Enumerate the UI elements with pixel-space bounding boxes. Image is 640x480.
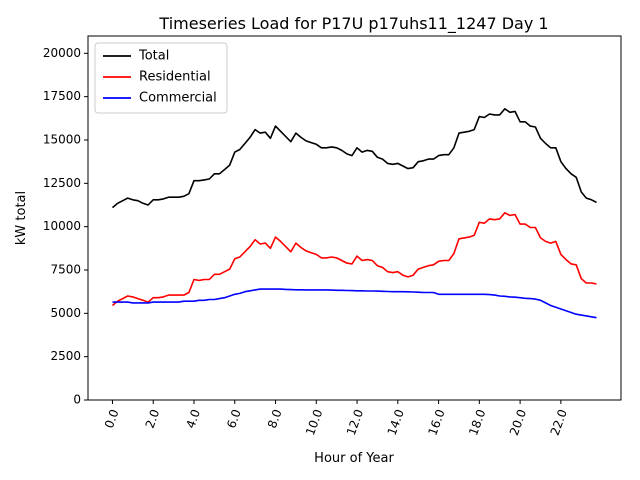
chart-title: Timeseries Load for P17U p17uhs11_1247 D…	[158, 14, 548, 34]
legend-label-commercial: Commercial	[139, 91, 217, 106]
y-tick-label: 17500	[43, 89, 81, 103]
x-tick-label: 0.0	[102, 407, 122, 430]
y-tick-label: 20000	[43, 46, 81, 60]
y-tick-label: 12500	[43, 176, 81, 190]
y-tick-label: 15000	[43, 133, 81, 147]
x-tick-label: 4.0	[183, 407, 203, 430]
x-tick-label: 20.0	[507, 407, 529, 437]
y-axis: 0 2500 5000 7500 10000 12500 15000 17500 20000	[43, 46, 88, 407]
x-tick-label: 22.0	[548, 407, 570, 437]
x-tick-label: 14.0	[385, 407, 407, 437]
x-tick-label: 6.0	[224, 407, 244, 430]
series-line-commercial	[112, 288, 597, 319]
series-line-total	[111, 108, 597, 209]
x-tick-label: 12.0	[344, 407, 366, 437]
y-axis-label: kW total	[14, 191, 29, 245]
x-tick-label: 10.0	[303, 407, 325, 437]
y-tick-label: 7500	[50, 263, 81, 277]
x-axis: 0.0 2.0 4.0 6.0 8.0 10.0 12.0 14.0 16.0 18.0 20.0 2…	[102, 400, 570, 437]
x-tick-label: 8.0	[265, 407, 285, 430]
x-tick-label: 16.0	[425, 407, 447, 437]
series-line-residential	[111, 212, 597, 307]
legend-label-residential: Residential	[139, 70, 211, 85]
y-tick-label: 5000	[50, 306, 81, 320]
y-tick-label: 2500	[50, 349, 81, 363]
y-tick-label: 10000	[43, 219, 81, 233]
x-tick-label: 2.0	[143, 407, 163, 430]
plot-lines	[111, 108, 597, 319]
x-axis-label: Hour of Year	[314, 451, 394, 466]
legend: Total Residential Commercial	[94, 42, 228, 114]
plot-frame	[87, 35, 622, 401]
legend-label-total: Total	[138, 49, 169, 64]
legend-box	[94, 42, 228, 114]
y-tick-label: 0	[73, 393, 81, 407]
x-tick-label: 18.0	[466, 407, 488, 437]
